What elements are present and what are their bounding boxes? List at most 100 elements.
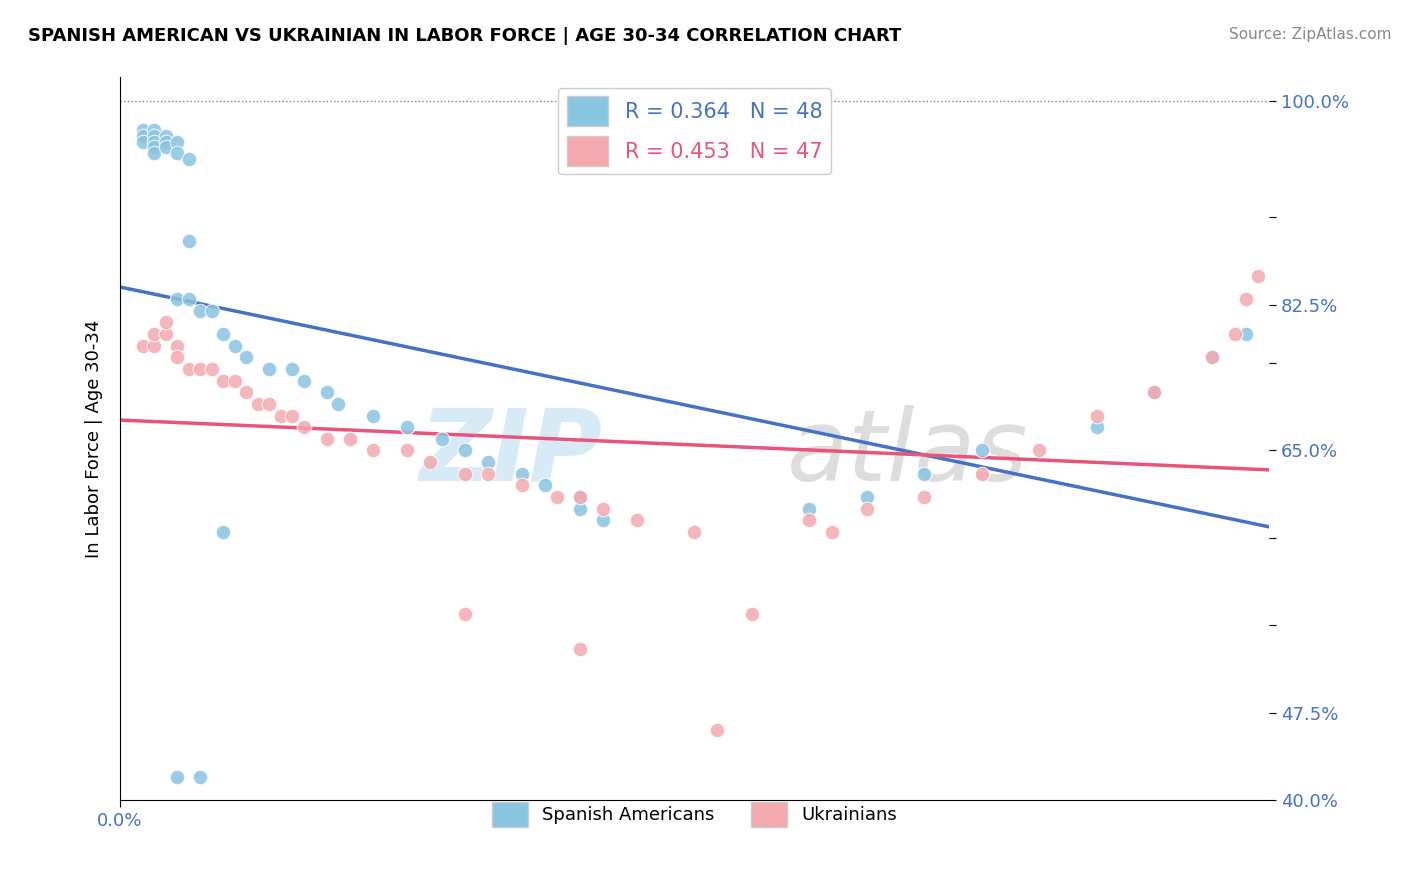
Point xyxy=(1085,409,1108,423)
Point xyxy=(177,234,200,248)
Point xyxy=(132,128,155,143)
Point xyxy=(132,123,155,137)
Point xyxy=(912,467,935,481)
Point xyxy=(292,420,315,434)
Point xyxy=(190,362,212,376)
Point xyxy=(315,385,337,400)
Point xyxy=(166,135,188,149)
Point xyxy=(235,385,257,400)
Point xyxy=(224,374,246,388)
Point xyxy=(212,374,235,388)
Point xyxy=(799,513,821,527)
Point xyxy=(201,303,224,318)
Point xyxy=(155,315,177,329)
Point xyxy=(190,303,212,318)
Point xyxy=(799,501,821,516)
Point xyxy=(534,478,557,492)
Point xyxy=(1201,350,1223,364)
Point xyxy=(477,455,499,469)
Point xyxy=(143,135,166,149)
Point xyxy=(741,607,763,621)
Point xyxy=(396,420,419,434)
Point xyxy=(212,326,235,341)
Point xyxy=(143,128,166,143)
Point xyxy=(177,362,200,376)
Point xyxy=(201,362,224,376)
Point xyxy=(177,292,200,306)
Point xyxy=(1234,292,1257,306)
Point xyxy=(510,467,533,481)
Point xyxy=(361,409,384,423)
Point xyxy=(683,525,706,540)
Text: ZIP: ZIP xyxy=(419,405,603,502)
Point xyxy=(328,397,350,411)
Point xyxy=(155,140,177,154)
Point xyxy=(453,607,475,621)
Point xyxy=(1028,443,1050,458)
Point xyxy=(821,525,844,540)
Point xyxy=(166,292,188,306)
Point xyxy=(281,362,304,376)
Point xyxy=(1085,420,1108,434)
Point xyxy=(626,513,648,527)
Point xyxy=(292,374,315,388)
Point xyxy=(856,490,879,504)
Point xyxy=(510,478,533,492)
Point xyxy=(155,135,177,149)
Point xyxy=(155,326,177,341)
Text: atlas: atlas xyxy=(786,405,1028,502)
Point xyxy=(224,338,246,352)
Point xyxy=(143,338,166,352)
Point xyxy=(143,326,166,341)
Point xyxy=(166,350,188,364)
Point xyxy=(270,409,292,423)
Point xyxy=(235,350,257,364)
Point xyxy=(212,525,235,540)
Text: Source: ZipAtlas.com: Source: ZipAtlas.com xyxy=(1229,27,1392,42)
Point xyxy=(568,490,591,504)
Point xyxy=(166,770,188,784)
Point xyxy=(259,362,281,376)
Point xyxy=(546,490,568,504)
Point xyxy=(1246,268,1268,283)
Point xyxy=(856,501,879,516)
Point xyxy=(706,723,728,738)
Point xyxy=(143,140,166,154)
Point xyxy=(592,513,614,527)
Point xyxy=(970,443,993,458)
Point xyxy=(419,455,441,469)
Point xyxy=(177,152,200,166)
Point xyxy=(453,467,475,481)
Point xyxy=(190,770,212,784)
Point xyxy=(568,501,591,516)
Point xyxy=(315,432,337,446)
Y-axis label: In Labor Force | Age 30-34: In Labor Force | Age 30-34 xyxy=(86,319,103,558)
Point xyxy=(132,135,155,149)
Point xyxy=(1234,326,1257,341)
Point xyxy=(132,338,155,352)
Point xyxy=(1143,385,1166,400)
Point xyxy=(396,443,419,458)
Point xyxy=(592,501,614,516)
Point xyxy=(361,443,384,458)
Point xyxy=(143,146,166,161)
Point xyxy=(912,490,935,504)
Point xyxy=(281,409,304,423)
Point xyxy=(166,338,188,352)
Point xyxy=(1223,326,1246,341)
Point xyxy=(259,397,281,411)
Point xyxy=(143,123,166,137)
Point xyxy=(155,128,177,143)
Point xyxy=(477,467,499,481)
Text: SPANISH AMERICAN VS UKRAINIAN IN LABOR FORCE | AGE 30-34 CORRELATION CHART: SPANISH AMERICAN VS UKRAINIAN IN LABOR F… xyxy=(28,27,901,45)
Point xyxy=(1143,385,1166,400)
Point xyxy=(970,467,993,481)
Point xyxy=(430,432,453,446)
Point xyxy=(453,443,475,458)
Legend: Spanish Americans, Ukrainians: Spanish Americans, Ukrainians xyxy=(485,795,904,835)
Point xyxy=(1201,350,1223,364)
Point xyxy=(246,397,269,411)
Point xyxy=(568,641,591,656)
Point xyxy=(166,146,188,161)
Point xyxy=(339,432,361,446)
